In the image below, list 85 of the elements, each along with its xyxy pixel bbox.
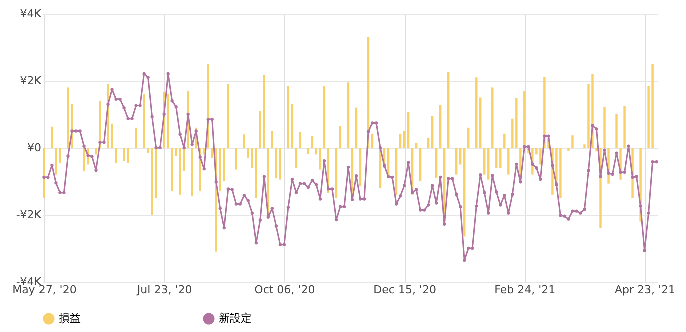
bar: [167, 94, 170, 148]
bar: [508, 148, 510, 175]
bar: [171, 148, 174, 192]
bar: [435, 148, 438, 178]
bar: [211, 148, 214, 158]
bar: [540, 148, 542, 165]
bar: [407, 112, 410, 148]
bar: [339, 126, 342, 148]
bar: [43, 148, 46, 198]
bar: [335, 148, 338, 198]
bar: [616, 114, 618, 148]
bar: [480, 98, 482, 148]
bar: [251, 148, 254, 168]
bar: [468, 128, 470, 148]
bar: [227, 84, 230, 148]
bar: [143, 94, 146, 148]
bar: [319, 148, 322, 170]
bar: [95, 148, 98, 155]
bar: [247, 148, 250, 158]
bar: [427, 138, 430, 148]
bar: [439, 105, 442, 148]
bar: [395, 148, 398, 195]
bar: [624, 106, 626, 148]
bar: [399, 134, 402, 148]
bar: [291, 104, 294, 148]
bar: [371, 134, 374, 148]
bar: [476, 78, 478, 148]
bar: [275, 148, 278, 178]
bar: [219, 148, 222, 192]
bar: [516, 98, 518, 148]
x-tick-label: Jul 23, '20: [136, 284, 192, 296]
bar: [652, 64, 654, 148]
bar: [359, 148, 362, 187]
bar: [492, 88, 494, 148]
bar: [431, 116, 434, 148]
bar: [255, 148, 258, 198]
bar: [223, 148, 226, 182]
bar: [403, 131, 406, 148]
bar: [55, 148, 58, 175]
bar: [456, 148, 458, 175]
y-tick-label: ¥4K: [20, 8, 42, 20]
bar: [496, 148, 498, 168]
x-tick-label: Dec 15, '20: [374, 284, 436, 296]
x-tick-label: Apr 23, '21: [615, 284, 676, 296]
bar: [151, 148, 154, 215]
legend-label: 損益: [59, 312, 81, 325]
y-tick-label: ¥2K: [20, 74, 42, 88]
bar: [464, 148, 466, 237]
bar: [279, 148, 282, 180]
bar: [524, 91, 526, 148]
bar: [572, 136, 574, 148]
bar: [67, 88, 70, 148]
bar: [560, 148, 562, 198]
bar: [235, 148, 238, 170]
bar: [355, 108, 358, 148]
bar: [307, 148, 310, 154]
bar: [51, 126, 54, 148]
bar: [323, 86, 326, 148]
bar: [259, 111, 262, 148]
bar: [287, 86, 290, 148]
bar: [271, 131, 274, 148]
bar: [504, 134, 506, 148]
x-tick-label: Oct 06, '20: [254, 284, 316, 296]
bar: [447, 72, 450, 148]
bar: [484, 148, 486, 175]
bar: [243, 134, 246, 148]
bar: [295, 148, 298, 168]
bar: [263, 75, 266, 148]
y-tick-label: -¥2K: [16, 208, 42, 222]
bar: [568, 148, 570, 152]
bar: [347, 82, 350, 148]
bar: [191, 148, 194, 197]
bar: [419, 148, 422, 182]
bar: [135, 128, 138, 148]
bar: [415, 142, 418, 148]
y-tick-label: ¥0: [28, 142, 42, 154]
bar: [460, 148, 462, 165]
bar: [179, 148, 182, 195]
bar: [500, 148, 502, 168]
bar: [488, 148, 490, 180]
bar: [127, 148, 130, 164]
x-tick-label: Feb 24, '21: [494, 284, 556, 296]
bar: [115, 148, 118, 164]
bar: [123, 148, 126, 162]
legend-label: 新設定: [219, 312, 252, 325]
